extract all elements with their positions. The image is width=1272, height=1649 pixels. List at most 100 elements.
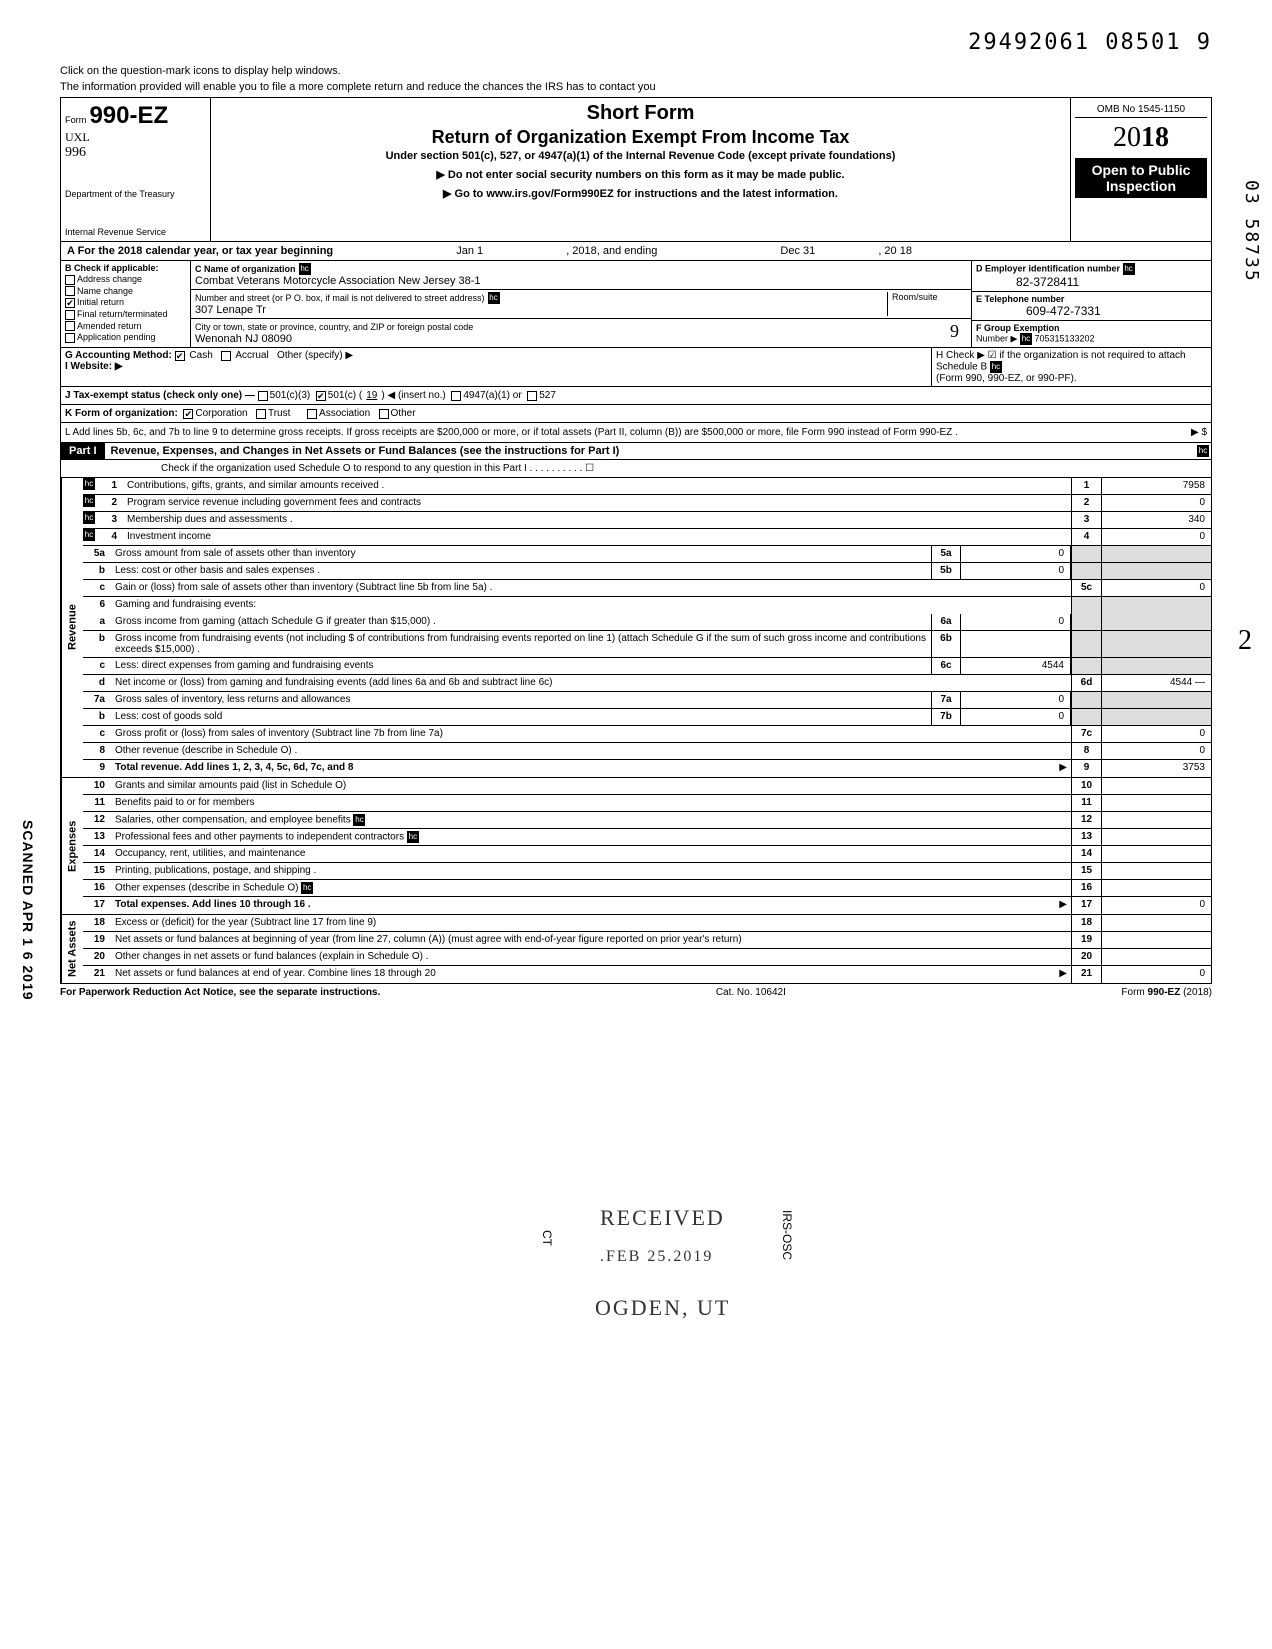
line-num: 6 [83,597,111,614]
revenue-label: Revenue [61,478,83,777]
chk-4947[interactable] [451,391,461,401]
chk-trust[interactable] [256,409,266,419]
line-val: 0 [1101,495,1211,511]
line-val: 3753 [1101,760,1211,777]
dept-2: Internal Revenue Service [65,227,206,237]
help-icon[interactable]: hc [1020,333,1032,345]
chk-address[interactable] [65,275,75,285]
period-row: A For the 2018 calendar year, or tax yea… [60,242,1212,261]
chk-assoc[interactable] [307,409,317,419]
line-num: 8 [83,743,111,759]
chk-amended[interactable] [65,321,75,331]
help-icon[interactable]: hc [1123,263,1135,275]
period-label: A For the 2018 calendar year, or tax yea… [67,245,333,257]
help-icon[interactable]: hc [83,529,95,541]
help-icon[interactable]: hc [83,512,95,524]
col-cde: C Name of organization hc Combat Veteran… [191,261,971,347]
lbl-address: Address change [77,274,142,284]
omb-number: OMB No 1545-1150 [1075,102,1207,118]
help-icon[interactable]: hc [353,814,365,826]
rcol-shade [1101,597,1211,614]
line-desc: Total revenue. Add lines 1, 2, 3, 4, 5c,… [115,762,353,773]
line-val: 340 [1101,512,1211,528]
help-icon[interactable]: hc [488,292,500,304]
help-icon[interactable]: hc [83,478,95,490]
line-num: 17 [83,897,111,914]
stamp-date: .FEB 25.2019 [600,1248,713,1266]
line-num: 13 [83,829,111,845]
line-num: b [83,563,111,579]
lbl-namechg: Name change [77,286,133,296]
header: Form 990-EZ UXL 996 Department of the Tr… [60,97,1212,242]
line-val: 0 [1101,897,1211,914]
help-icon[interactable]: hc [990,361,1002,373]
line-desc: Net assets or fund balances at end of ye… [115,968,436,979]
rcol-num: 16 [1071,880,1101,896]
line-val [1101,863,1211,879]
chk-initial[interactable]: ✔ [65,298,75,308]
line-num: 2 [95,495,123,511]
hand-9: 9 [942,321,967,345]
mini-val: 0 [961,709,1071,725]
line-val: 7958 [1101,478,1211,494]
open-to-public: Open to Public Inspection [1075,158,1207,198]
return-title: Return of Organization Exempt From Incom… [219,127,1062,148]
period-mid: , 2018, and ending [566,245,657,257]
chk-accrual[interactable] [221,351,231,361]
line-desc: Gross amount from sale of assets other t… [111,546,931,562]
l-lbl: L Add lines 5b, 6c, and 7b to line 9 to … [65,427,958,438]
hand-uxl: UXL [65,130,206,145]
chk-501c3[interactable] [258,391,268,401]
lbl-insert: ) ◀ (insert no.) [381,390,445,401]
rcol-shade [1101,614,1211,630]
rcol-num: 4 [1071,529,1101,545]
mini-val: 0 [961,546,1071,562]
rcol-shade [1071,563,1101,579]
rcol-num: 2 [1071,495,1101,511]
chk-501c[interactable]: ✔ [316,391,326,401]
chk-cash[interactable]: ✔ [175,351,185,361]
help-icon[interactable]: hc [301,882,313,894]
mini-num: 5b [931,563,961,579]
rcol-shade [1071,631,1101,657]
h-lbl: H Check ▶ ☑ if the organization is not r… [936,350,1186,373]
side-number: 03 58735 [1241,180,1262,283]
chk-corp[interactable]: ✔ [183,409,193,419]
line-desc: Less: cost of goods sold [111,709,931,725]
line-val [1101,795,1211,811]
arrow-icon: ▶ [1059,899,1067,910]
rcol-num: 6d [1071,675,1101,691]
line-val [1101,949,1211,965]
line-num: 21 [83,966,111,983]
stamp-irs-osc: IRS-OSC [780,1210,794,1260]
phone: 609-472-7331 [976,304,1101,318]
line-val: 0 [1101,743,1211,759]
help-icon[interactable]: hc [83,495,95,507]
chk-namechg[interactable] [65,286,75,296]
part1-hdr: Part I Revenue, Expenses, and Changes in… [60,443,1212,460]
line-num: 5a [83,546,111,562]
header-mid: Short Form Return of Organization Exempt… [211,98,1071,241]
line-desc: Other expenses (describe in Schedule O) [115,883,298,894]
goto-link: ▶ Go to www.irs.gov/Form990EZ for instru… [219,187,1062,200]
line-num: c [83,726,111,742]
org-name: Combat Veterans Motorcycle Association N… [195,275,481,287]
chk-527[interactable] [527,391,537,401]
help-icon[interactable]: hc [1197,445,1209,457]
chk-korg-other[interactable] [379,409,389,419]
c-name-lbl: C Name of organization [195,264,296,274]
chk-final[interactable] [65,310,75,320]
line-num: 12 [83,812,111,828]
help-icon[interactable]: hc [299,263,311,275]
tax-year: 20201818 [1075,122,1207,154]
chk-apppend[interactable] [65,333,75,343]
line-num: 9 [83,760,111,777]
line-num: 19 [83,932,111,948]
ein: 82-3728411 [976,275,1079,289]
line-desc: Gross income from gaming (attach Schedul… [111,614,931,630]
rcol-shade [1101,631,1211,657]
help-icon[interactable]: hc [407,831,419,843]
mini-num: 6a [931,614,961,630]
line-desc: Gross sales of inventory, less returns a… [111,692,931,708]
revenue-table: Revenue hc1Contributions, gifts, grants,… [60,478,1212,778]
